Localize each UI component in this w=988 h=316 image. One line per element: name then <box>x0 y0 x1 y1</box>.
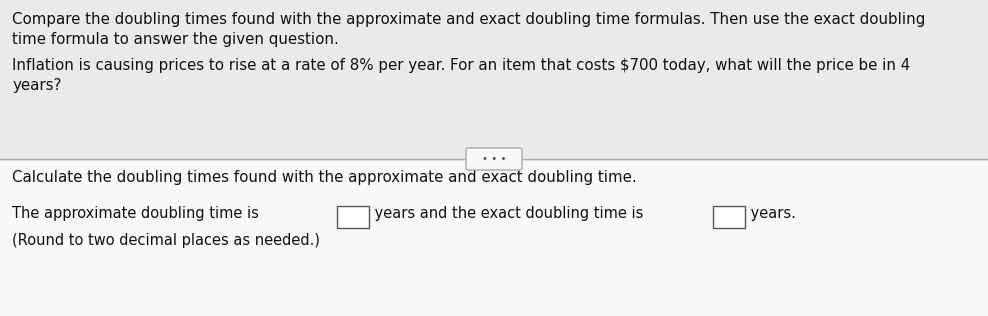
FancyBboxPatch shape <box>337 206 369 228</box>
Text: • • •: • • • <box>482 154 506 164</box>
Text: Inflation is causing prices to rise at a rate of 8% per year. For an item that c: Inflation is causing prices to rise at a… <box>12 58 910 73</box>
Text: years and the exact doubling time is: years and the exact doubling time is <box>370 206 648 221</box>
Text: Calculate the doubling times found with the approximate and exact doubling time.: Calculate the doubling times found with … <box>12 170 636 185</box>
Text: time formula to answer the given question.: time formula to answer the given questio… <box>12 32 339 47</box>
Text: Compare the doubling times found with the approximate and exact doubling time fo: Compare the doubling times found with th… <box>12 12 926 27</box>
Text: The approximate doubling time is: The approximate doubling time is <box>12 206 264 221</box>
FancyBboxPatch shape <box>0 161 988 316</box>
FancyBboxPatch shape <box>0 0 988 161</box>
FancyBboxPatch shape <box>713 206 745 228</box>
Text: (Round to two decimal places as needed.): (Round to two decimal places as needed.) <box>12 233 320 248</box>
Text: years.: years. <box>746 206 796 221</box>
FancyBboxPatch shape <box>466 148 522 170</box>
Text: years?: years? <box>12 78 61 93</box>
